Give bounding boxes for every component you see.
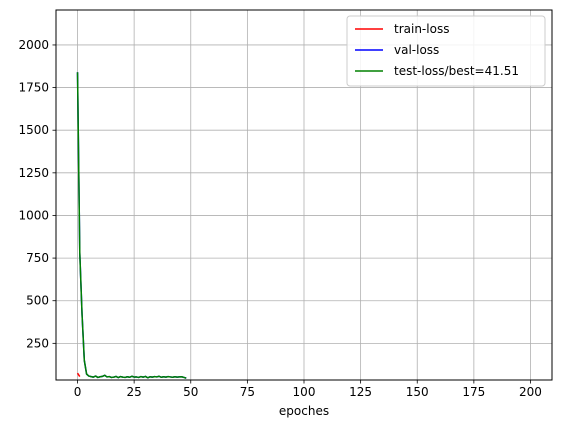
y-tick-label: 750 [26,251,49,265]
x-tick-label: 0 [74,385,82,399]
x-tick-label: 175 [462,385,485,399]
y-tick-label: 2000 [18,38,49,52]
x-tick-label: 50 [183,385,198,399]
x-tick-label: 75 [240,385,255,399]
legend-label: train-loss [394,22,449,36]
y-tick-label: 1750 [18,81,49,95]
y-axis-ticks: 250 500 750 1000 1250 1500 1750 2000 [18,38,56,350]
x-tick-label: 25 [126,385,141,399]
legend-box [346,15,546,87]
x-tick-label: 150 [406,385,429,399]
series-line-val-loss [76,72,187,379]
x-axis-ticks: 0 25 50 75 100 125 150 175 200 [74,380,542,399]
x-tick-label: 100 [293,385,316,399]
y-tick-label: 1500 [18,123,49,137]
series-line-train-loss [76,372,81,378]
x-tick-label: 200 [519,385,542,399]
legend: train-loss val-loss test-loss/best=41.51 [346,15,546,87]
legend-label: val-loss [394,43,439,57]
y-tick-label: 1250 [18,166,49,180]
y-tick-label: 250 [26,336,49,350]
y-tick-label: 500 [26,294,49,308]
x-axis-label: epoches [279,404,329,418]
x-tick-label: 125 [349,385,372,399]
y-tick-label: 1000 [18,208,49,222]
legend-label: test-loss/best=41.51 [394,64,519,78]
series-lines [76,72,187,379]
series-line-test-loss-best-41-51 [76,72,187,379]
